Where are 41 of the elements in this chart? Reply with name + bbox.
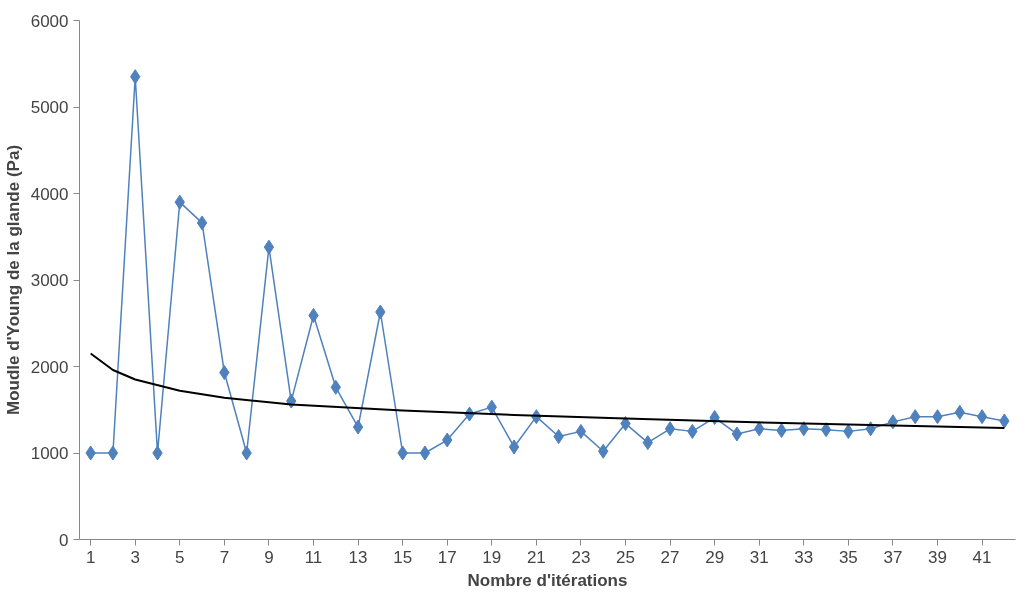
point	[196, 215, 208, 231]
x-tick-label: 27	[660, 547, 680, 567]
point	[107, 445, 119, 461]
x-tick-label: 19	[482, 547, 502, 567]
x-tick-label: 29	[705, 547, 725, 567]
y-tick-label: 0	[59, 530, 69, 550]
point	[419, 445, 431, 461]
point	[263, 239, 275, 255]
y-tick-label: 3000	[30, 271, 69, 290]
x-tick-label: 15	[393, 547, 413, 567]
x-tick-label: 39	[928, 547, 947, 567]
x-tick-label: 35	[838, 547, 858, 567]
y-tick-label: 1000	[30, 444, 69, 463]
x-tick-label: 1	[85, 547, 96, 567]
y-tick-label: 6000	[30, 11, 69, 31]
point	[352, 419, 364, 435]
x-tick-label: 23	[571, 547, 591, 567]
x-tick-label: 25	[616, 547, 635, 567]
x-tick-label: 5	[175, 547, 185, 567]
point	[508, 439, 520, 455]
y-tick-label: 2000	[30, 357, 69, 377]
y-axis-title: Moudle d'Young de la glande (Pa)	[3, 144, 23, 416]
x-tick-label: 3	[130, 547, 140, 567]
point	[820, 422, 832, 438]
point	[731, 426, 743, 442]
point	[664, 421, 676, 437]
x-tick-label: 41	[972, 547, 992, 567]
x-tick-label: 7	[219, 547, 230, 567]
point	[976, 409, 988, 425]
y-tick-label: 5000	[30, 98, 69, 117]
x-tick-label: 11	[304, 547, 323, 567]
x-tick-label: 37	[883, 547, 903, 567]
point	[575, 423, 587, 439]
y-tick-label: 4000	[30, 184, 69, 204]
x-tick-label: 31	[749, 547, 769, 567]
x-axis-title: Nombre d'itérations	[467, 570, 628, 590]
x-tick-label: 13	[348, 547, 368, 567]
x-tick-label: 33	[794, 547, 814, 567]
x-tick-label: 17	[437, 547, 457, 567]
x-tick-label: 9	[264, 547, 274, 567]
x-tick-label: 21	[526, 547, 546, 567]
